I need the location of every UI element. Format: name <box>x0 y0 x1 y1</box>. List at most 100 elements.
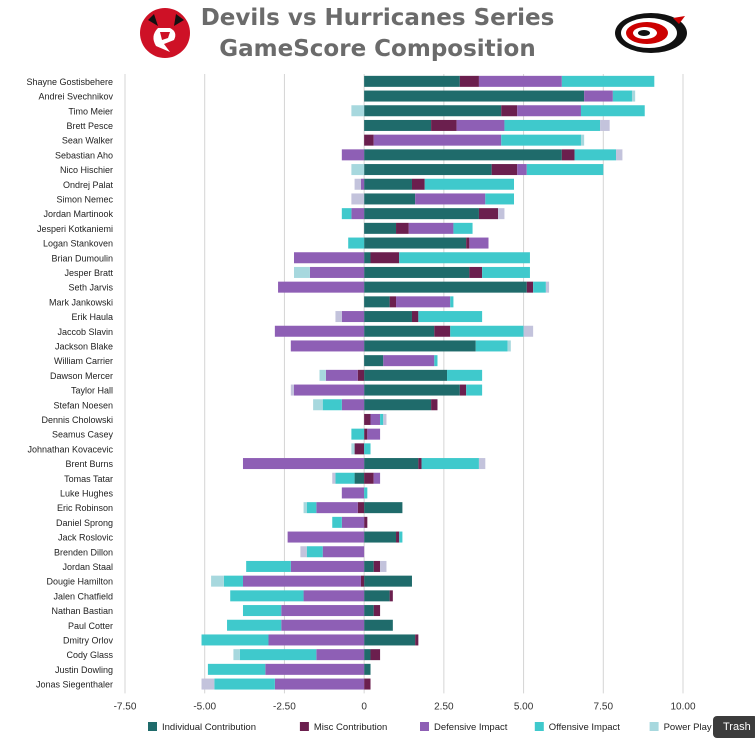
category-label: Jalen Chatfield <box>53 591 113 601</box>
bar-segment <box>373 472 381 484</box>
bar-segment <box>396 296 451 308</box>
bar-segment <box>396 222 409 234</box>
bar-segment <box>364 663 371 675</box>
bar-segment <box>370 252 400 264</box>
bar-segment <box>322 399 342 411</box>
chart-title-line2: GameScore Composition <box>219 36 536 62</box>
category-label: Daniel Sprong <box>56 518 113 528</box>
bar-segment <box>459 384 467 396</box>
bar-segment <box>246 560 291 572</box>
category-label: Jackson Blake <box>55 341 113 351</box>
bar-segment <box>309 266 365 278</box>
bar-segment <box>408 222 454 234</box>
bar-segment <box>523 325 534 337</box>
bar-segment <box>281 605 365 617</box>
bar-segment <box>561 149 575 161</box>
legend-swatch <box>420 722 429 731</box>
bar-segment <box>348 237 365 249</box>
bar-segment <box>364 428 368 440</box>
bar-segment <box>354 472 365 484</box>
category-label: Jordan Staal <box>62 562 113 572</box>
bar-segment <box>341 516 365 528</box>
bar-segment <box>501 105 518 117</box>
bar-segment <box>242 575 361 587</box>
bar-segment <box>287 531 365 543</box>
bar-segment <box>319 369 326 381</box>
bar-segment <box>351 164 365 176</box>
bar-segment <box>332 472 336 484</box>
bar-segment <box>341 311 365 323</box>
bar-segment <box>469 237 489 249</box>
category-label: Brent Burns <box>65 459 113 469</box>
bar-segment <box>290 384 294 396</box>
bar-segment <box>415 193 486 205</box>
category-label: Jordan Martinook <box>43 209 113 219</box>
bar-segment <box>357 369 365 381</box>
category-label: Brian Dumoulin <box>51 253 113 263</box>
bar-segment <box>351 443 355 455</box>
bar-segment <box>364 222 397 234</box>
bar-segment <box>364 472 374 484</box>
bar-segment <box>293 252 365 264</box>
bar-segment <box>383 355 435 367</box>
hurricanes-logo-icon <box>615 13 687 53</box>
bar-segment <box>300 546 307 558</box>
bar-segment <box>491 164 518 176</box>
category-label: Dmitry Orlov <box>63 635 113 645</box>
bar-segment <box>313 399 323 411</box>
category-label: Dougie Hamilton <box>46 577 113 587</box>
bar-segment <box>211 575 224 587</box>
bar-segment <box>364 75 460 87</box>
category-label: Brett Pesce <box>66 121 113 131</box>
bar-segment <box>316 502 358 514</box>
bar-segment <box>380 560 387 572</box>
bar-segment <box>517 164 527 176</box>
bar-segment <box>364 208 479 220</box>
bar-segment <box>351 208 365 220</box>
bar-segment <box>389 296 397 308</box>
legend-swatch <box>299 722 309 731</box>
bar-segment <box>364 560 374 572</box>
bar-segment <box>281 619 365 631</box>
bar-segment <box>584 90 613 102</box>
bar-segment <box>201 678 215 690</box>
bar-segment <box>227 619 282 631</box>
bar-segment <box>306 502 317 514</box>
legend-label: Offensive Impact <box>549 722 620 733</box>
category-label: Simon Nemec <box>56 194 113 204</box>
x-tick-label: 10.00 <box>670 701 695 712</box>
bar-segment <box>478 458 486 470</box>
bar-segment <box>223 575 243 587</box>
bar-segment <box>478 75 562 87</box>
category-label: Eric Robinson <box>57 503 113 513</box>
category-label: Justin Dowling <box>55 665 113 675</box>
bar-segment <box>526 281 534 293</box>
category-label: Sean Walker <box>62 136 113 146</box>
devils-logo-icon <box>140 8 190 58</box>
bar-segment <box>364 355 384 367</box>
bar-segment <box>364 266 470 278</box>
bar-segment <box>201 634 269 646</box>
category-label: Nathan Bastian <box>51 606 113 616</box>
chart-title-line1: Devils vs Hurricanes Series <box>200 5 555 31</box>
bar-segment <box>475 340 508 352</box>
bar-segment <box>341 149 365 161</box>
bar-segment <box>580 134 585 146</box>
bar-segment <box>322 546 365 558</box>
bar-segment <box>306 546 323 558</box>
category-label: Ondrej Palat <box>63 180 114 190</box>
category-label: Dennis Cholowski <box>41 415 113 425</box>
category-label: Seamus Casey <box>52 430 114 440</box>
bar-segment <box>335 472 355 484</box>
bar-segment <box>612 90 632 102</box>
category-label: Logan Stankoven <box>43 239 113 249</box>
category-label: Mark Jankowski <box>49 297 113 307</box>
bar-segment <box>364 178 412 190</box>
category-label: Tomas Tatar <box>64 474 113 484</box>
bar-segment <box>233 649 240 661</box>
bar-segment <box>450 325 524 337</box>
bar-segment <box>364 369 448 381</box>
trash-tooltip[interactable]: Trash <box>713 716 755 738</box>
bar-segment <box>364 193 416 205</box>
